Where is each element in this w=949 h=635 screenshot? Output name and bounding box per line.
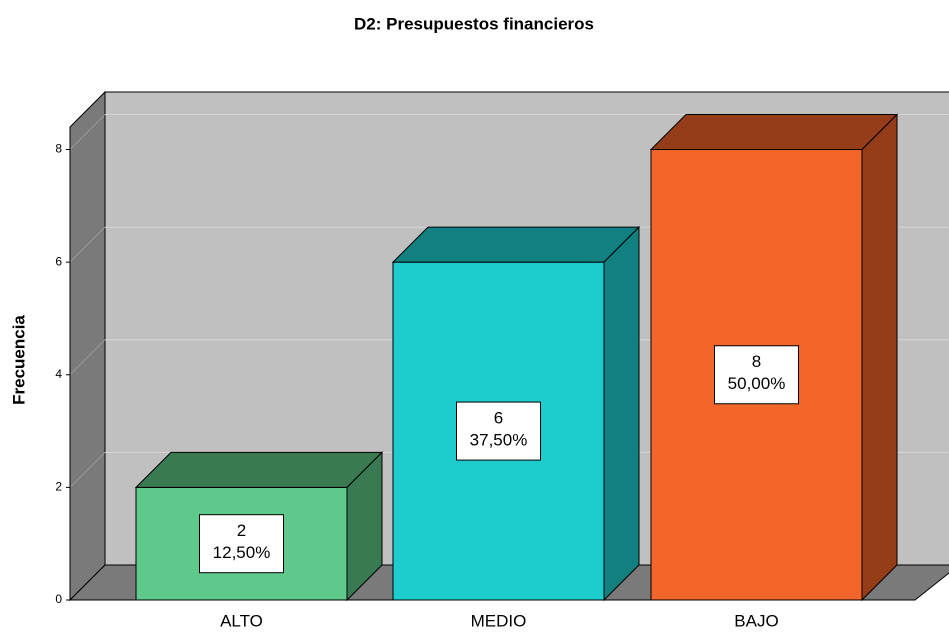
value-label: 2 xyxy=(237,521,246,540)
bar-top xyxy=(649,114,899,151)
label-box xyxy=(199,514,284,574)
label-box xyxy=(714,345,799,405)
bar-side xyxy=(346,451,383,602)
bar-group xyxy=(649,113,899,602)
grid-line xyxy=(69,339,106,376)
y-tick-label: 6 xyxy=(55,254,62,268)
percent-label: 12,50% xyxy=(213,543,271,562)
value-label: 8 xyxy=(752,352,761,371)
y-tick-label: 2 xyxy=(55,480,62,494)
bar-side xyxy=(861,113,898,602)
y-tick-label: 8 xyxy=(55,142,62,156)
x-tick-label: BAJO xyxy=(734,611,778,630)
x-tick-label: MEDIO xyxy=(471,611,527,630)
value-label: 6 xyxy=(494,409,503,428)
y-axis-label: Frecuencia xyxy=(9,315,28,405)
x-tick-label: ALTO xyxy=(220,611,263,630)
y-tick-label: 0 xyxy=(55,592,62,606)
bar-top xyxy=(134,451,384,488)
y-tick-label: 4 xyxy=(55,367,62,381)
label-box xyxy=(456,401,541,461)
grid-line xyxy=(69,114,106,150)
percent-label: 50,00% xyxy=(728,374,786,393)
percent-label: 37,50% xyxy=(470,431,528,450)
bar-group xyxy=(134,451,384,602)
left-wall xyxy=(69,90,106,602)
grid-line xyxy=(69,452,106,488)
chart-title: D2: Presupuestos financieros xyxy=(354,14,594,33)
bar-side xyxy=(603,225,640,602)
bar-top xyxy=(391,226,641,263)
grid-line xyxy=(69,226,106,263)
